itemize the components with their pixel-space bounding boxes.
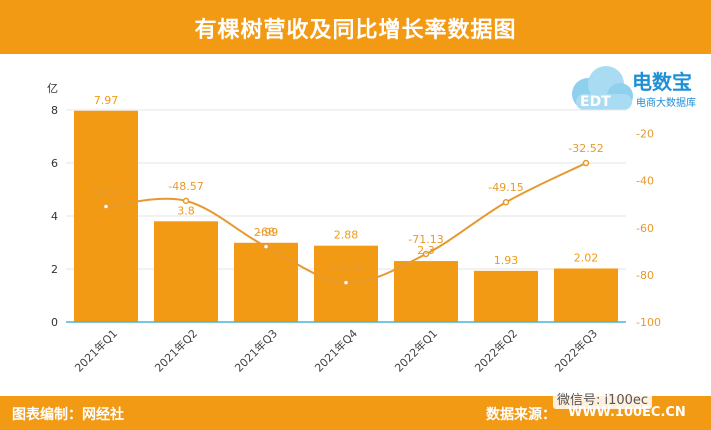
bar xyxy=(474,270,538,322)
line-point xyxy=(502,198,510,206)
logo-brand: 电数宝 xyxy=(632,70,692,94)
footer-credit: 图表编制：网经社 xyxy=(12,407,124,423)
bar xyxy=(74,110,138,322)
combo-chart: 7.97 3.8 2.99 2.88 2.3 1.93 2.02 -50.97 -48.57 -6… xyxy=(47,82,661,375)
line-point xyxy=(102,203,110,210)
bar-value-label: 2.02 xyxy=(574,251,599,264)
bar-value-label: 1.93 xyxy=(494,254,519,267)
grid-layer xyxy=(66,109,626,270)
bar-value-label: 2.88 xyxy=(334,229,359,242)
chart-title: 有棵树营收及同比增长率数据图 xyxy=(194,18,517,43)
line-point xyxy=(422,250,430,258)
bar xyxy=(394,261,458,322)
bar xyxy=(234,242,298,322)
line-layer xyxy=(102,159,590,286)
y2-tick-label: -40 xyxy=(636,175,654,188)
line-point xyxy=(262,243,270,250)
y2-tick-label: -80 xyxy=(636,269,654,282)
line-point xyxy=(582,159,590,167)
x-tick-label: 2022年Q3 xyxy=(552,326,601,375)
y-tick-label: 0 xyxy=(51,316,58,329)
y-tick-label: 4 xyxy=(51,210,58,223)
x-tick-label: 2022年Q2 xyxy=(472,326,521,375)
line-value-label: -32.52 xyxy=(568,142,603,155)
line-value-label: -83.26 xyxy=(328,262,363,275)
wechat-watermark: 微信号: i100ec xyxy=(553,388,653,409)
x-tick-label: 2021年Q3 xyxy=(232,326,281,375)
y2-tick-label: -100 xyxy=(636,316,661,329)
footer-source-label: 数据来源： xyxy=(486,407,556,423)
line-value-label: -71.13 xyxy=(408,233,443,246)
line-value-label: -50.97 xyxy=(88,186,123,199)
cloud-logo-icon: EDT xyxy=(572,66,633,110)
logo-subtitle: 电商大数据库 xyxy=(636,98,696,109)
bar-layer xyxy=(74,110,618,322)
line-point xyxy=(182,197,190,205)
x-tick-label: 2021年Q1 xyxy=(72,326,121,375)
x-tick-label: 2021年Q4 xyxy=(312,326,361,375)
bar-value-label: 7.97 xyxy=(94,94,119,107)
logo: EDT 电数宝 电商大数据库 xyxy=(566,60,706,122)
logo-mark: EDT xyxy=(580,94,611,110)
line-value-label: -68 xyxy=(257,226,275,239)
x-tick-label: 2021年Q2 xyxy=(152,326,201,375)
label-layer: 7.97 3.8 2.99 2.88 2.3 1.93 2.02 -50.97 -48.57 -6… xyxy=(88,94,603,275)
bar-value-label: 2.99 xyxy=(254,226,279,239)
bar-value-label: 3.8 xyxy=(177,204,195,217)
bar xyxy=(154,221,218,322)
x-tick-label: 2022年Q1 xyxy=(392,326,441,375)
y2-tick-label: -20 xyxy=(636,128,654,141)
line-point xyxy=(342,279,350,286)
y-tick-label: 2 xyxy=(51,263,58,276)
line-value-label: -48.57 xyxy=(168,180,203,193)
y-tick-label: 8 xyxy=(51,104,58,117)
header-bar: 有棵树营收及同比增长率数据图 xyxy=(0,0,711,54)
bar xyxy=(554,268,618,322)
line-value-label: -49.15 xyxy=(488,181,523,194)
y-tick-label: 6 xyxy=(51,157,58,170)
bar-value-label: 2.3 xyxy=(417,244,435,257)
y2-tick-label: -60 xyxy=(636,222,654,235)
y-axis-title: 亿 xyxy=(47,82,58,95)
